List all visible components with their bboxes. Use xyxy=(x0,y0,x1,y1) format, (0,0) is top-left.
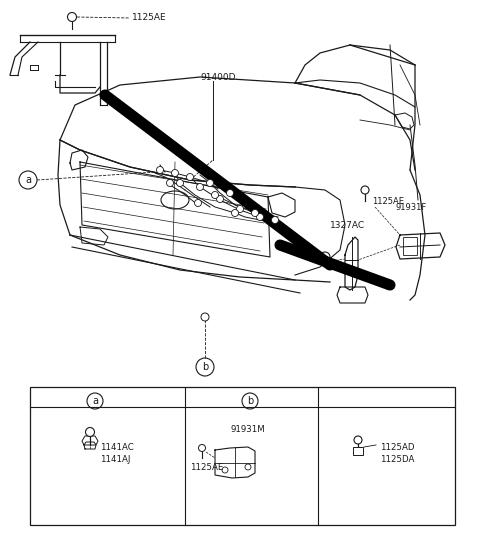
Text: 1125AE: 1125AE xyxy=(190,462,223,472)
Circle shape xyxy=(320,252,330,262)
Circle shape xyxy=(227,189,233,196)
Circle shape xyxy=(237,205,243,213)
Circle shape xyxy=(231,209,239,216)
Text: b: b xyxy=(202,362,208,372)
Text: 1125AE: 1125AE xyxy=(372,196,404,205)
Text: 1125AE: 1125AE xyxy=(132,13,167,23)
Bar xyxy=(403,237,417,255)
Text: a: a xyxy=(92,396,98,406)
Circle shape xyxy=(216,195,224,203)
Circle shape xyxy=(68,13,76,22)
Circle shape xyxy=(272,216,278,224)
Text: 91400D: 91400D xyxy=(200,73,236,82)
Bar xyxy=(30,387,455,525)
Circle shape xyxy=(177,179,183,186)
Circle shape xyxy=(187,174,193,180)
Circle shape xyxy=(167,179,173,186)
Circle shape xyxy=(156,166,164,174)
Circle shape xyxy=(201,313,209,321)
Text: b: b xyxy=(247,396,253,406)
Circle shape xyxy=(196,184,204,190)
Text: 91931M: 91931M xyxy=(230,426,265,435)
Text: 1141AC: 1141AC xyxy=(100,442,134,452)
Circle shape xyxy=(206,179,214,186)
Circle shape xyxy=(354,436,362,444)
Text: 1141AJ: 1141AJ xyxy=(100,455,131,463)
Text: 1125AD: 1125AD xyxy=(380,442,415,452)
Text: 1125DA: 1125DA xyxy=(380,456,414,465)
Circle shape xyxy=(361,186,369,194)
Bar xyxy=(353,447,363,455)
Circle shape xyxy=(212,191,218,199)
Circle shape xyxy=(194,199,202,206)
Text: a: a xyxy=(25,175,31,185)
Text: 91931F: 91931F xyxy=(395,204,426,213)
Circle shape xyxy=(256,214,264,220)
Circle shape xyxy=(252,209,259,216)
Circle shape xyxy=(199,445,205,452)
Circle shape xyxy=(85,427,95,436)
Text: 1327AC: 1327AC xyxy=(330,220,365,230)
Circle shape xyxy=(171,169,179,176)
